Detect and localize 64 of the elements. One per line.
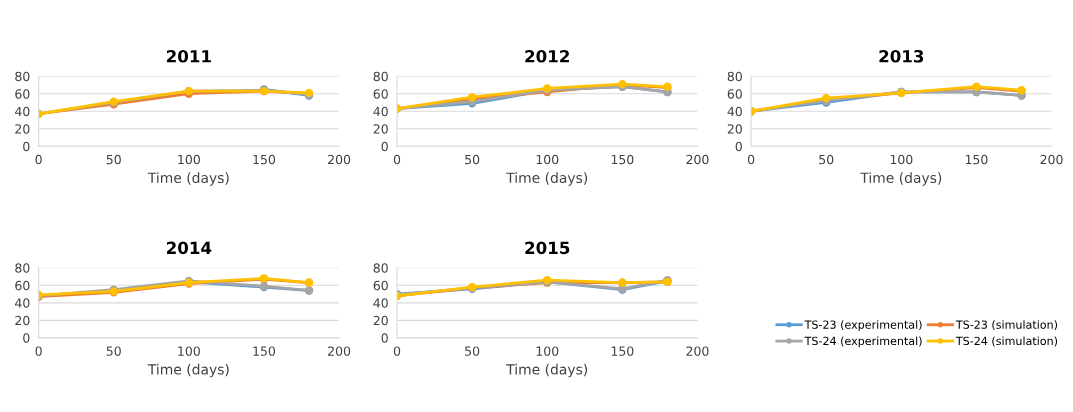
chart-title: 2011 — [166, 49, 211, 63]
y-tick-label: 60 — [727, 89, 742, 99]
y-tick-label: 40 — [15, 298, 30, 308]
x-axis-title: Time (days) — [147, 363, 229, 378]
y-tick-label: 0 — [23, 333, 30, 343]
x-tick-label: 150 — [965, 154, 988, 165]
y-tick-label: 60 — [15, 280, 30, 291]
x-axis-title: Time (days) — [506, 363, 588, 378]
y-tick-label: 20 — [727, 124, 742, 134]
x-tick-label: 200 — [328, 154, 351, 165]
x-tick-label: 150 — [253, 154, 276, 165]
y-tick-label: 80 — [373, 263, 388, 273]
x-axis-title: Time (days) — [860, 172, 942, 186]
x-tick-label: 100 — [536, 154, 559, 165]
x-tick-label: 150 — [611, 346, 634, 356]
x-tick-label: 50 — [465, 154, 480, 165]
chart-title: 2015 — [525, 241, 570, 255]
chart-title: 2013 — [879, 49, 924, 63]
y-tick-label: 0 — [23, 141, 30, 152]
y-tick-label: 20 — [15, 315, 30, 326]
chart-title: 2012 — [525, 49, 569, 63]
y-tick-label: 0 — [381, 141, 388, 152]
y-tick-label: 60 — [373, 280, 388, 291]
y-tick-label: 40 — [373, 106, 388, 117]
x-tick-label: 200 — [1040, 154, 1063, 165]
x-tick-label: 0 — [35, 154, 42, 165]
y-tick-label: 80 — [373, 71, 388, 82]
y-tick-label: 20 — [373, 315, 388, 326]
y-tick-label: 0 — [735, 141, 742, 152]
x-tick-label: 100 — [178, 154, 200, 165]
chart-title: 2014 — [166, 241, 212, 255]
y-tick-label: 80 — [727, 71, 742, 82]
x-tick-label: 50 — [819, 154, 834, 165]
x-tick-label: 0 — [747, 154, 755, 165]
y-tick-label: 20 — [15, 124, 30, 134]
x-tick-label: 200 — [686, 154, 709, 165]
x-tick-label: 100 — [178, 346, 200, 356]
x-tick-label: 0 — [35, 346, 42, 356]
y-tick-label: 80 — [15, 71, 30, 82]
x-tick-label: 50 — [465, 346, 480, 356]
x-axis-title: Time (days) — [506, 172, 588, 186]
x-tick-label: 50 — [106, 154, 121, 165]
x-tick-label: 100 — [536, 346, 559, 356]
legend-label: TS-24 (experimental) — [804, 336, 922, 348]
x-tick-label: 200 — [328, 346, 351, 356]
legend-label: TS-24 (simulation) — [955, 336, 1058, 347]
x-tick-label: 100 — [890, 154, 913, 165]
x-axis-title: Time (days) — [147, 172, 229, 186]
y-tick-label: 40 — [373, 298, 388, 308]
y-tick-label: 20 — [373, 124, 388, 134]
y-tick-label: 60 — [373, 89, 388, 99]
y-tick-label: 60 — [15, 89, 30, 99]
y-tick-label: 80 — [15, 263, 30, 273]
x-tick-label: 0 — [393, 346, 401, 356]
legend-label: TS-23 (experimental) — [804, 320, 922, 331]
x-tick-label: 200 — [686, 346, 709, 356]
legend-label: TS-23 (simulation) — [955, 320, 1058, 331]
y-tick-label: 40 — [727, 106, 742, 117]
x-tick-label: 150 — [253, 346, 276, 356]
x-tick-label: 150 — [611, 154, 634, 165]
x-tick-label: 50 — [106, 346, 121, 356]
x-tick-label: 0 — [393, 154, 401, 165]
y-tick-label: 0 — [381, 333, 388, 343]
y-tick-label: 40 — [15, 106, 30, 117]
